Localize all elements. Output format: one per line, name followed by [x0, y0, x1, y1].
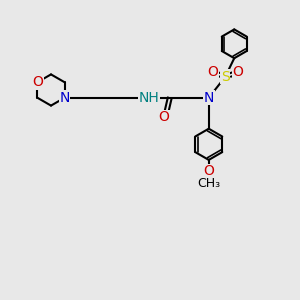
Text: NH: NH — [138, 91, 159, 105]
Text: N: N — [204, 91, 214, 105]
Text: O: O — [207, 65, 218, 79]
Text: O: O — [32, 75, 43, 89]
Text: O: O — [232, 65, 243, 79]
Text: O: O — [158, 110, 169, 124]
Text: O: O — [203, 164, 214, 178]
Text: S: S — [221, 70, 230, 84]
Text: CH₃: CH₃ — [197, 177, 220, 190]
Text: N: N — [59, 91, 70, 105]
